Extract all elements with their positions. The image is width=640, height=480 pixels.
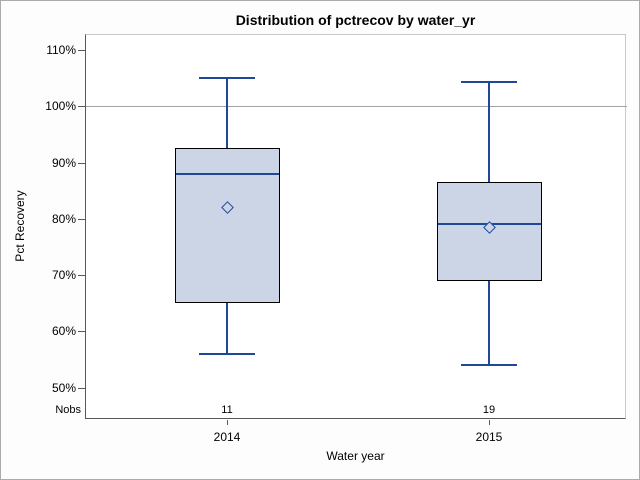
lower-whisker-line — [488, 280, 490, 365]
y-tick-label: 60% — [51, 324, 76, 339]
y-axis-title: Pct Recovery — [13, 190, 27, 262]
chart-title: Distribution of pctrecov by water_yr — [235, 12, 476, 28]
y-tick-mark — [78, 106, 86, 108]
upper-whisker-cap — [461, 81, 517, 84]
median-line — [175, 172, 279, 175]
y-tick-mark — [78, 387, 86, 389]
x-tick-mark — [489, 420, 490, 425]
y-tick-mark — [78, 331, 86, 333]
iqr-box — [174, 148, 280, 304]
y-tick-mark — [78, 50, 86, 51]
lower-whisker-line — [226, 303, 228, 354]
y-tick-mark — [78, 275, 86, 276]
lower-whisker-cap — [461, 364, 517, 366]
y-tick-label: 80% — [51, 211, 76, 226]
plot-area: 110% 100% 90% 80% 70% 60% 50% 11 2014 19 2015 — [45, 34, 627, 444]
upper-whisker-line — [226, 78, 228, 149]
x-tick-mark — [227, 420, 228, 425]
nobs-value: 11 — [221, 404, 233, 416]
y-tick-label: 110% — [46, 43, 76, 57]
x-category-label: 2015 — [475, 430, 503, 444]
y-tick-label: 90% — [51, 155, 76, 170]
y-tick-label: 100% — [45, 99, 76, 114]
y-tick-mark — [78, 218, 86, 220]
upper-whisker-cap — [199, 77, 255, 80]
reference-line — [86, 106, 627, 108]
x-category-label: 2014 — [213, 430, 241, 444]
nobs-value: 19 — [482, 404, 496, 416]
x-axis-title: Water year — [326, 449, 385, 463]
upper-whisker-line — [488, 82, 490, 183]
lower-whisker-cap — [199, 352, 255, 355]
y-tick-label: 50% — [51, 380, 76, 395]
nobs-row-label: Nobs — [55, 404, 81, 416]
y-tick-mark — [78, 162, 86, 164]
y-tick-label: 70% — [51, 268, 76, 282]
